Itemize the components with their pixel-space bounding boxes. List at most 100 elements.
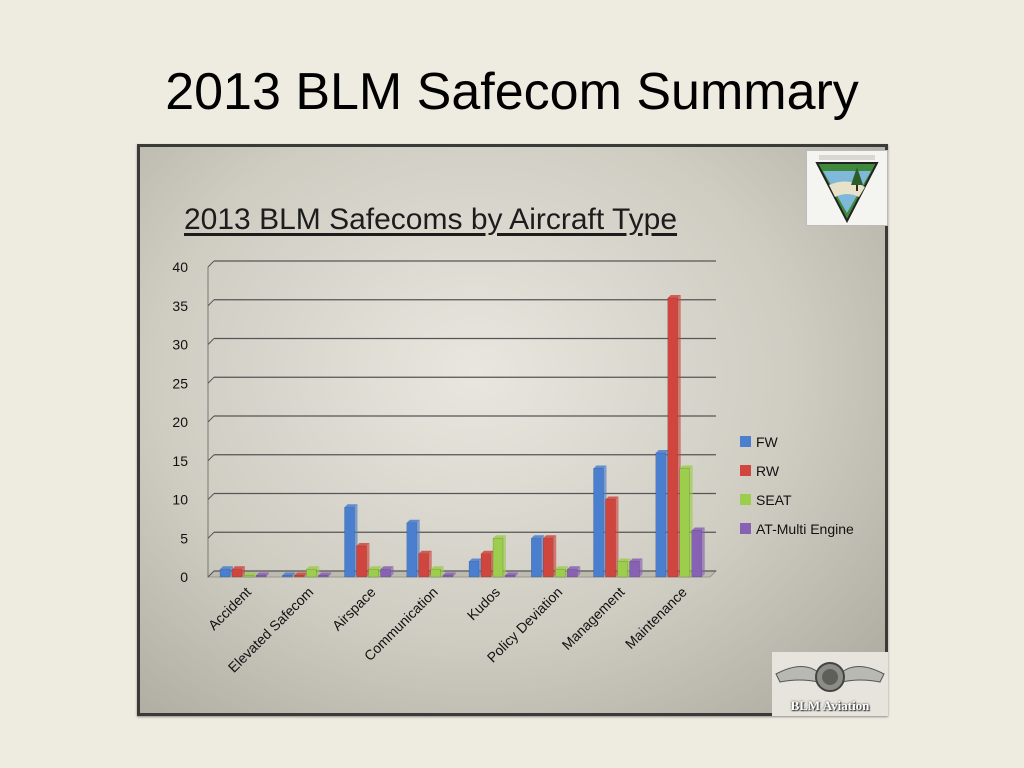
x-tick-label: Kudos	[464, 584, 503, 623]
bar	[617, 561, 628, 578]
bar-top	[555, 566, 569, 570]
gridline-depth	[207, 570, 215, 578]
bar	[368, 569, 379, 578]
bar	[418, 553, 429, 578]
bar-top	[282, 572, 296, 576]
bar-side	[328, 572, 332, 577]
bar	[629, 561, 640, 578]
bar	[679, 468, 690, 578]
bar-side	[577, 566, 581, 577]
bar-side	[553, 535, 557, 577]
y-tick-label: 5	[180, 530, 188, 546]
bar-top	[356, 543, 370, 546]
bar-top	[368, 566, 382, 570]
bar-side	[242, 566, 245, 577]
bar	[593, 468, 604, 578]
legend-item: FW	[740, 427, 854, 456]
bar-top	[493, 535, 506, 539]
bar	[356, 545, 367, 578]
bar-top	[244, 572, 257, 576]
blm-shield-logo	[806, 150, 888, 226]
gridline-depth	[207, 260, 215, 268]
bar-top	[543, 535, 557, 539]
y-tick-label: 30	[172, 337, 188, 353]
legend-item: RW	[740, 456, 854, 485]
bar	[468, 561, 480, 578]
bar-top	[679, 465, 693, 469]
legend-label: FW	[756, 433, 778, 450]
bar-side	[390, 566, 394, 577]
bar	[480, 553, 492, 578]
y-tick-label: 10	[172, 492, 188, 508]
bar-top	[667, 295, 681, 298]
bar-top	[306, 566, 320, 570]
bar	[406, 522, 417, 578]
bar-top	[605, 496, 619, 500]
bar	[492, 538, 504, 578]
bar-top	[481, 550, 494, 554]
bar-side	[266, 572, 269, 577]
bar	[255, 575, 267, 578]
bar-top	[318, 572, 332, 576]
bar	[318, 575, 329, 578]
bar-top	[629, 558, 643, 562]
bar-side	[503, 535, 506, 577]
bar	[605, 499, 616, 578]
bar	[655, 452, 666, 578]
bar-side	[639, 558, 643, 577]
legend-label: RW	[756, 462, 780, 479]
bar-top	[344, 504, 358, 508]
bar-top	[691, 527, 705, 531]
gridline-depth	[207, 454, 215, 462]
bar-top	[220, 566, 233, 570]
bar	[231, 569, 243, 578]
x-tick-label: Maintenance	[622, 584, 690, 652]
bar-side	[316, 566, 320, 577]
bar	[531, 538, 542, 578]
legend-swatch	[740, 436, 751, 447]
blm-shield-icon	[815, 155, 879, 224]
x-tick-label: Airspace	[329, 584, 379, 634]
bar	[430, 569, 441, 578]
gridline-depth	[207, 299, 215, 307]
bar-top	[593, 465, 607, 469]
bar	[306, 569, 317, 578]
bar-top	[531, 535, 545, 539]
bar-top	[617, 558, 631, 562]
bar-top	[232, 566, 245, 570]
aviation-wings-icon	[775, 662, 885, 692]
legend-item: AT-Multi Engine	[740, 514, 854, 543]
bar	[344, 507, 355, 578]
bar-side	[701, 527, 705, 577]
bar-top	[256, 572, 269, 576]
bar-top	[294, 572, 308, 576]
y-tick-label: 20	[172, 414, 188, 430]
bar-top	[442, 572, 456, 576]
bar-top	[567, 566, 581, 570]
bar	[667, 297, 678, 578]
bar-top	[418, 550, 432, 554]
chart-legend: FW RW SEAT AT-Multi Engine	[740, 427, 854, 543]
y-tick-label: 0	[180, 569, 188, 585]
gridline-depth	[207, 415, 215, 423]
bar-top	[406, 519, 420, 523]
bar-side	[515, 572, 518, 577]
bar	[380, 569, 391, 578]
y-tick-label: 25	[172, 375, 188, 391]
bar	[555, 569, 566, 578]
aviation-logo-text: BLM Aviation	[790, 698, 870, 713]
blm-aviation-logo: BLM Aviation	[772, 652, 888, 716]
gridline-depth	[207, 493, 215, 500]
bar-top	[655, 450, 669, 453]
slide-title: 2013 BLM Safecom Summary	[165, 63, 859, 121]
chart-title: 2013 BLM Safecoms by Aircraft Type	[184, 203, 678, 236]
bar-top	[505, 572, 518, 576]
y-tick-label: 15	[172, 453, 188, 469]
bar-side	[440, 566, 444, 577]
bar-top	[380, 566, 394, 570]
legend-swatch	[740, 494, 751, 505]
legend-item: SEAT	[740, 485, 854, 514]
x-tick-label: Accident	[205, 584, 254, 633]
legend-label: SEAT	[756, 491, 792, 508]
